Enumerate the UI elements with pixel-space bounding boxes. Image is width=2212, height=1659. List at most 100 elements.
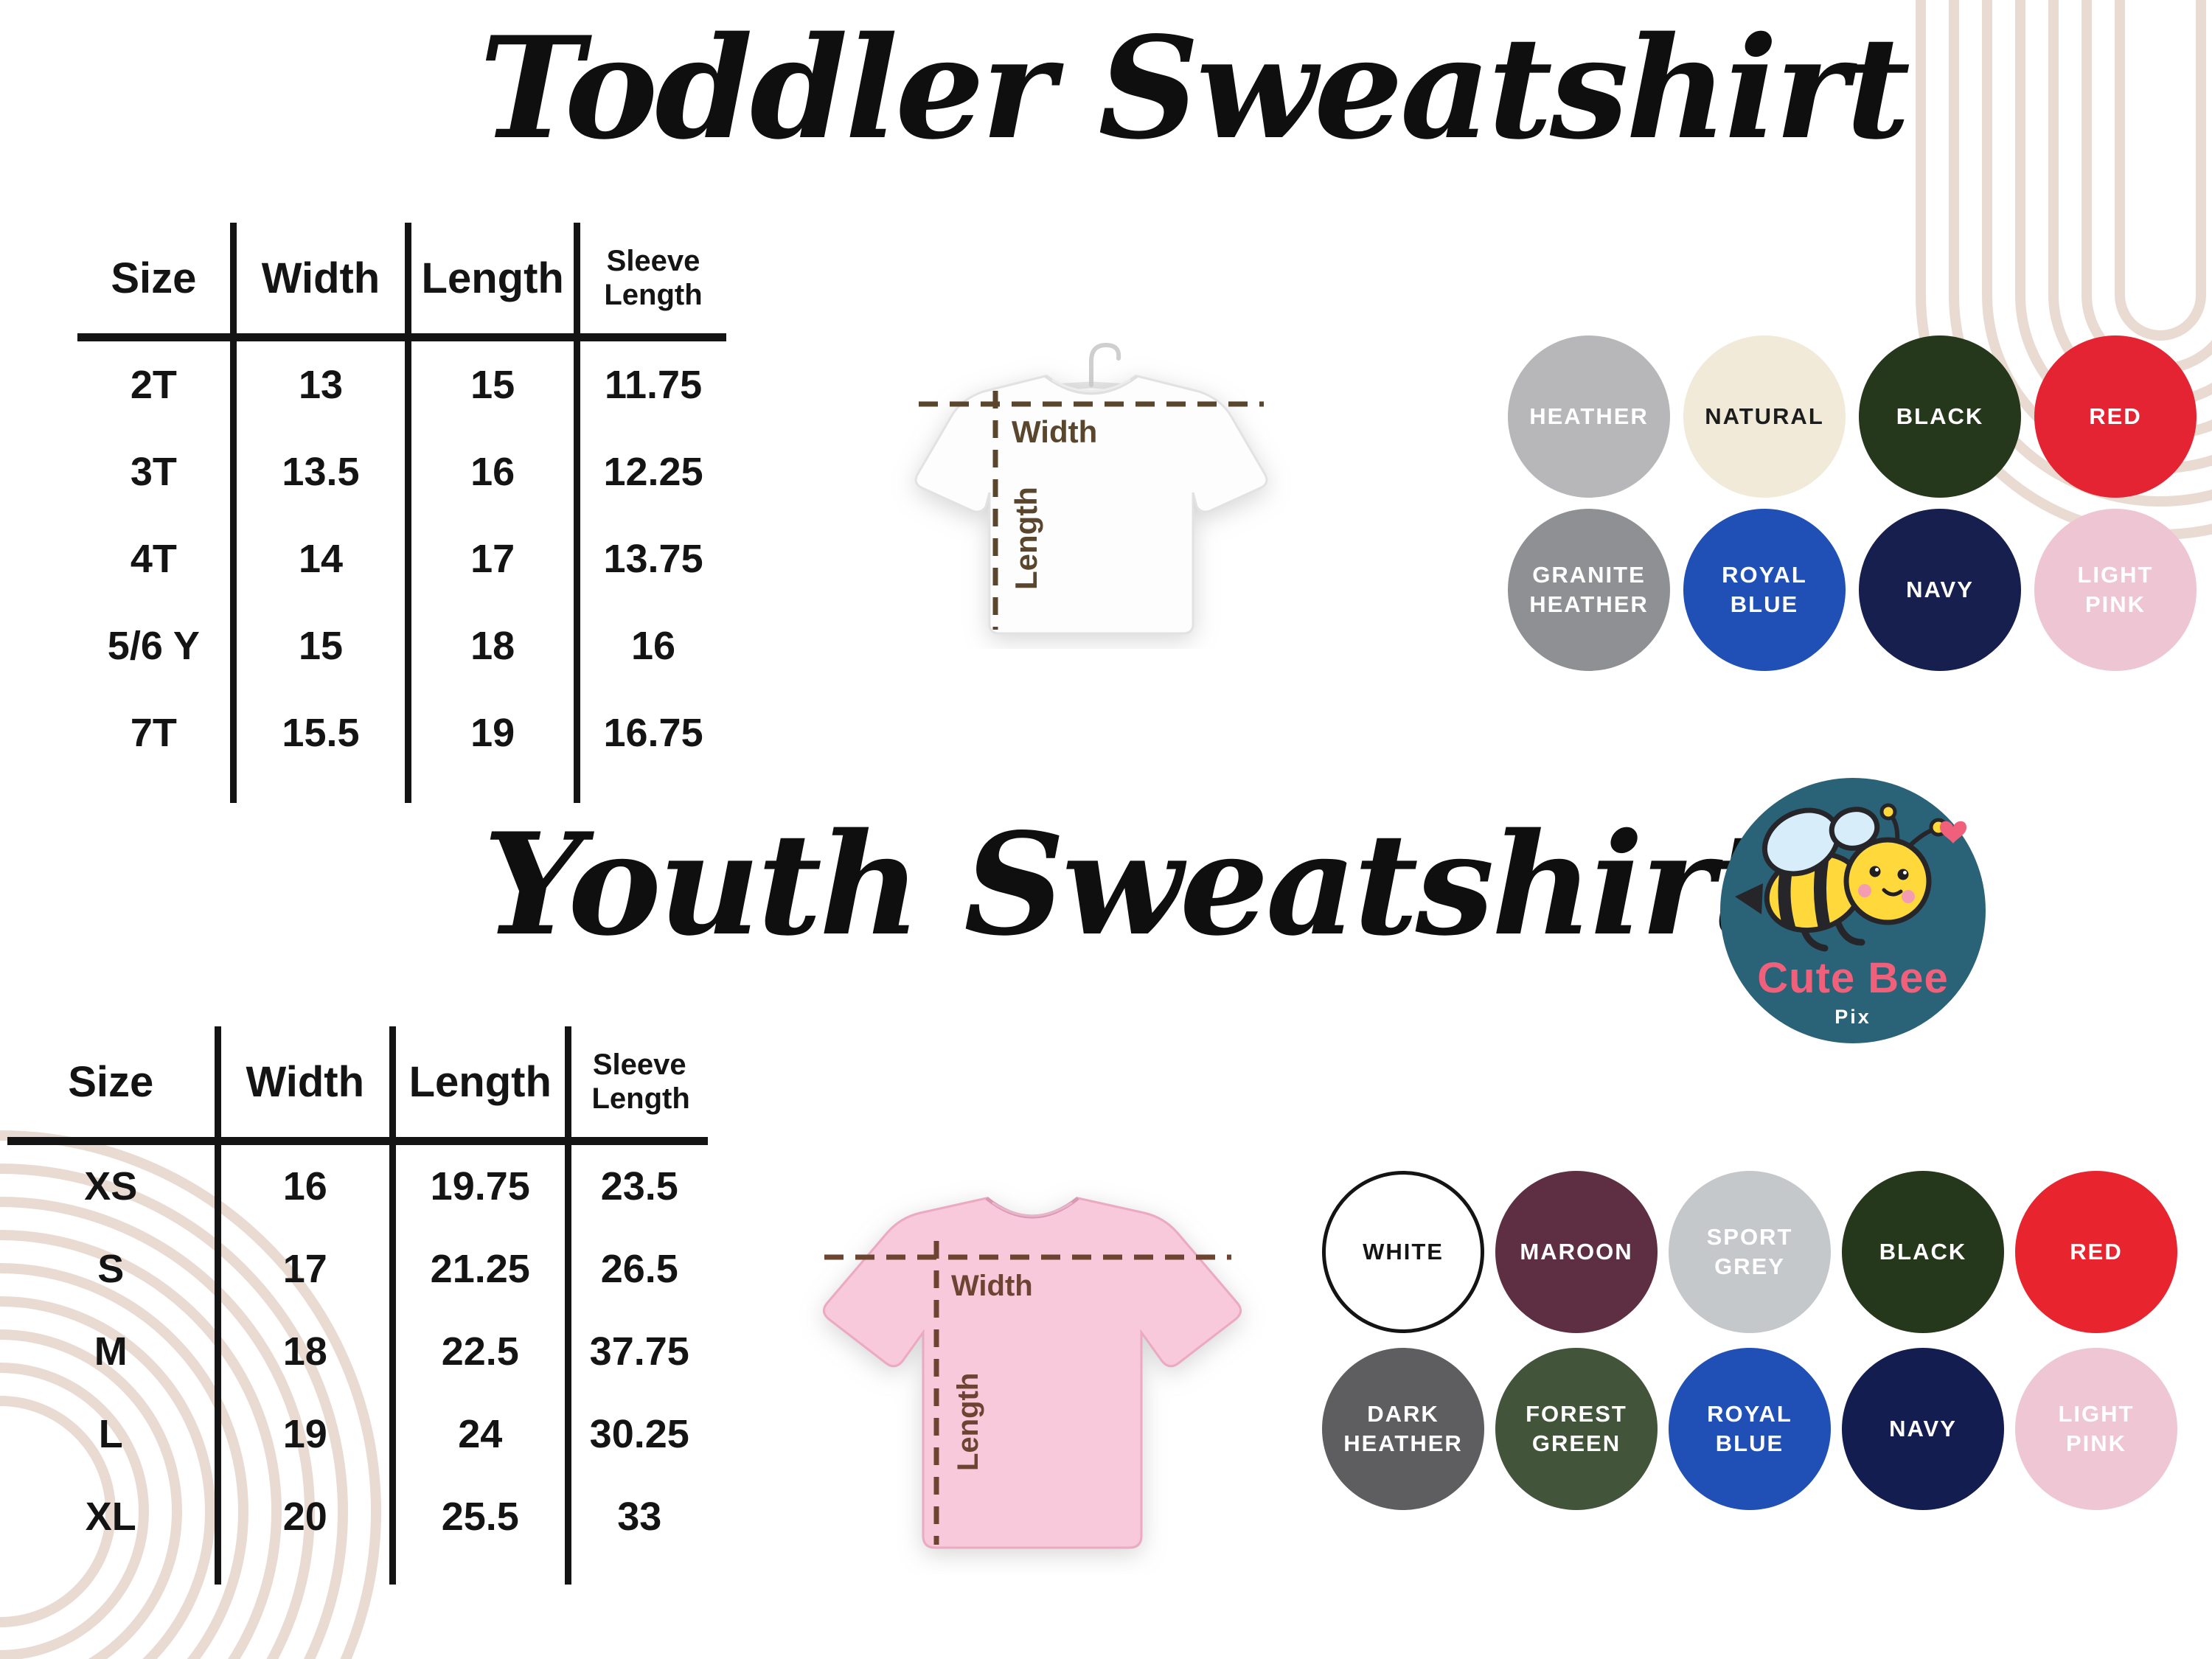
width-cell: 18 <box>218 1310 396 1393</box>
size-cell: L <box>7 1393 221 1475</box>
size-row: 4T 14 17 13.75 <box>77 515 726 602</box>
width-cell: 19 <box>218 1393 396 1475</box>
brand-name: Cute Bee <box>1757 954 1948 1002</box>
length-cell: 17 <box>408 515 581 602</box>
color-swatch-label: NAVY <box>1906 576 1974 602</box>
length-cell: 25.5 <box>392 1475 571 1558</box>
color-swatch: ROYAL BLUE <box>1669 1348 1831 1510</box>
color-swatch-label: BLACK <box>1896 403 1984 429</box>
length-label: Length <box>1009 487 1043 590</box>
length-cell: 18 <box>408 602 581 689</box>
color-swatch: HEATHER <box>1508 335 1670 498</box>
length-cell: 21.25 <box>392 1228 571 1310</box>
color-swatch: RED <box>2015 1171 2177 1333</box>
youth-shirt-diagram: Width Length <box>823 1197 1242 1549</box>
size-cell: 4T <box>77 515 237 602</box>
sleeve-length-cell: 30.25 <box>589 1412 689 1456</box>
color-swatch-label: RED <box>2070 1238 2123 1265</box>
color-swatch-label: NAVY <box>1889 1415 1957 1441</box>
width-cell: 13 <box>233 337 412 428</box>
color-swatch: FOREST GREEN <box>1495 1348 1658 1510</box>
color-swatch: MAROON <box>1495 1171 1658 1333</box>
brand-subtext: Pix <box>1834 1006 1871 1028</box>
length-cell: 19 <box>408 689 581 776</box>
toddler-section-title: Toddler Sweatshirt <box>479 6 1910 170</box>
size-row: S 17 21.25 26.5 <box>7 1228 708 1310</box>
size-cell: 2T <box>77 337 237 428</box>
bee-icon <box>1735 803 1966 952</box>
sleeve-length-cell: 12.25 <box>603 450 703 494</box>
color-swatch-label: ROYAL BLUE <box>1722 561 1807 617</box>
column-header-width: Width <box>218 1026 396 1145</box>
youth-section-title: Youth Sweatshirt <box>483 802 1776 967</box>
color-swatch: ROYAL BLUE <box>1683 509 1846 671</box>
column-header-length: Length <box>392 1026 571 1145</box>
size-cell: M <box>7 1310 221 1393</box>
color-swatch: LIGHT PINK <box>2015 1348 2177 1510</box>
color-swatch-label: MAROON <box>1520 1238 1633 1265</box>
width-cell: 16 <box>218 1141 396 1228</box>
width-cell: 13.5 <box>233 428 412 515</box>
color-swatch: BLACK <box>1842 1171 2004 1333</box>
color-swatch-label: FOREST GREEN <box>1526 1400 1627 1456</box>
color-swatch-label: LIGHT PINK <box>2077 561 2154 617</box>
color-swatch: NAVY <box>1842 1348 2004 1510</box>
column-header-sleeve-length: Sleeve Length <box>568 1026 708 1145</box>
color-swatch: SPORT GREY <box>1669 1171 1831 1333</box>
color-swatch: LIGHT PINK <box>2034 509 2197 671</box>
sleeve-length-cell: 37.75 <box>589 1329 689 1374</box>
color-swatch: NATURAL <box>1683 335 1846 498</box>
size-row: XS 16 19.75 23.5 <box>7 1141 708 1228</box>
width-cell: 15.5 <box>233 689 412 776</box>
toddler-color-options: HEATHER NATURAL BLACK RED GRANITE HEATHE… <box>1508 335 2197 671</box>
width-cell: 20 <box>218 1475 396 1558</box>
column-header-sleeve-length: Sleeve Length <box>577 223 726 341</box>
width-label: Width <box>1012 414 1097 449</box>
size-row: 3T 13.5 16 12.25 <box>77 428 726 515</box>
size-cell: XL <box>7 1475 221 1558</box>
color-swatch-label: SPORT GREY <box>1706 1223 1793 1279</box>
color-swatch-label: BLACK <box>1879 1238 1967 1265</box>
size-row: 7T 15.5 19 16.75 <box>77 689 726 776</box>
color-swatch-label: GRANITE HEATHER <box>1529 561 1649 617</box>
youth-color-options: WHITE MAROON SPORT GREY BLACK RED DARK H… <box>1322 1171 2177 1510</box>
sleeve-length-cell: 11.75 <box>604 363 703 407</box>
toddler-shirt-image <box>914 374 1268 635</box>
width-cell: 14 <box>233 515 412 602</box>
sleeve-length-cell: 16 <box>631 624 676 668</box>
size-row: L 19 24 30.25 <box>7 1393 708 1475</box>
color-swatch-label: LIGHT PINK <box>2058 1400 2135 1456</box>
column-header-width: Width <box>233 223 412 341</box>
toddler-size-chart: Size Width Length Sleeve Length 2T 13 15… <box>77 223 726 803</box>
brand-logo: Cute Bee Pix <box>1720 778 1986 1043</box>
sleeve-length-cell: 13.75 <box>603 537 703 581</box>
size-cell: S <box>7 1228 221 1310</box>
color-swatch-label: HEATHER <box>1529 403 1649 429</box>
youth-size-chart: Size Width Length Sleeve Length XS 16 19… <box>7 1026 708 1585</box>
table-rule-extension <box>77 776 726 803</box>
size-row: XL 20 25.5 33 <box>7 1475 708 1558</box>
sleeve-length-cell: 16.75 <box>603 711 703 755</box>
color-swatch: RED <box>2034 335 2197 498</box>
color-swatch-label: WHITE <box>1363 1238 1444 1265</box>
youth-shirt-image <box>823 1197 1242 1549</box>
column-header-size: Size <box>7 1026 221 1145</box>
size-cell: 5/6 Y <box>77 602 237 689</box>
heart-icon <box>1940 821 1966 844</box>
youth-chart-header-row: Size Width Length Sleeve Length <box>7 1026 708 1145</box>
color-swatch: GRANITE HEATHER <box>1508 509 1670 671</box>
length-cell: 19.75 <box>392 1141 571 1228</box>
length-label: Length <box>952 1373 984 1471</box>
color-swatch-label: ROYAL BLUE <box>1707 1400 1792 1456</box>
length-cell: 22.5 <box>392 1310 571 1393</box>
column-header-length: Length <box>408 223 581 341</box>
color-swatch: WHITE <box>1322 1171 1484 1333</box>
color-swatch: DARK HEATHER <box>1322 1348 1484 1510</box>
size-cell: 3T <box>77 428 237 515</box>
color-swatch-label: NATURAL <box>1705 403 1824 429</box>
size-row: M 18 22.5 37.75 <box>7 1310 708 1393</box>
width-cell: 17 <box>218 1228 396 1310</box>
column-header-size: Size <box>77 223 237 341</box>
size-row: 2T 13 15 11.75 <box>77 337 726 428</box>
